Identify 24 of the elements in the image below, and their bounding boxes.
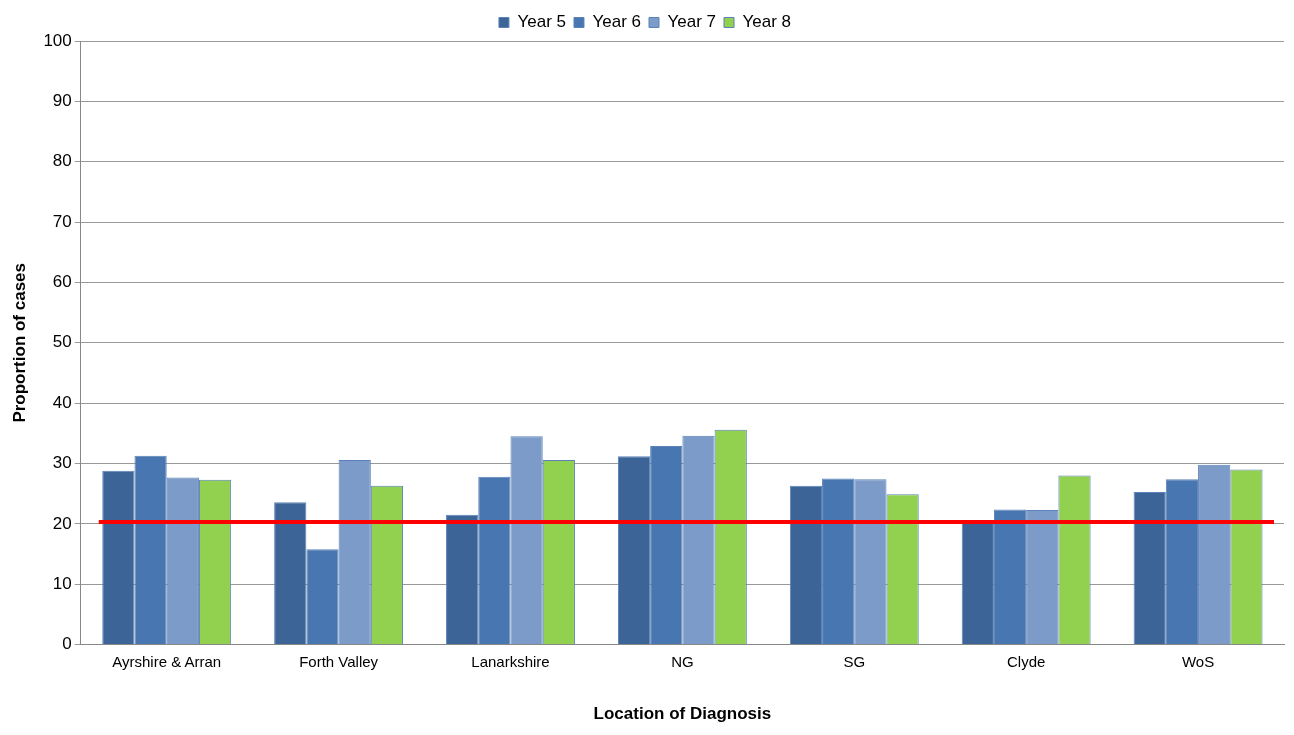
legend-label: Year 5 xyxy=(517,12,566,32)
x-tick-label: NG xyxy=(671,652,694,670)
y-tick-label: 40 xyxy=(52,392,72,412)
y-tick-label: 30 xyxy=(52,453,72,473)
y-tick-label: 50 xyxy=(52,332,72,352)
x-tick-label: Lanarkshire xyxy=(471,652,550,670)
legend-label: Year 6 xyxy=(592,12,641,32)
legend-label: Year 7 xyxy=(667,12,717,32)
x-tick-label: SG xyxy=(843,652,866,670)
x-tick-label: Clyde xyxy=(1006,652,1046,670)
y-tick-label: 10 xyxy=(52,573,72,593)
x-tick-label: Forth Valley xyxy=(299,652,379,670)
x-tick-label: WoS xyxy=(1181,652,1215,670)
x-tick-label: Ayrshire & Arran xyxy=(112,652,222,670)
y-tick-label: 0 xyxy=(62,634,72,654)
y-axis-title: Proportion of cases xyxy=(9,262,29,423)
y-tick-label: 80 xyxy=(52,151,72,171)
y-tick-label: 70 xyxy=(52,211,72,231)
legend-label: Year 8 xyxy=(742,12,792,32)
y-tick-label: 90 xyxy=(52,91,72,111)
y-tick-label: 60 xyxy=(52,272,72,292)
x-axis-title: Location of Diagnosis xyxy=(593,704,772,724)
y-tick-label: 20 xyxy=(52,513,72,533)
y-tick-label: 100 xyxy=(43,30,72,50)
